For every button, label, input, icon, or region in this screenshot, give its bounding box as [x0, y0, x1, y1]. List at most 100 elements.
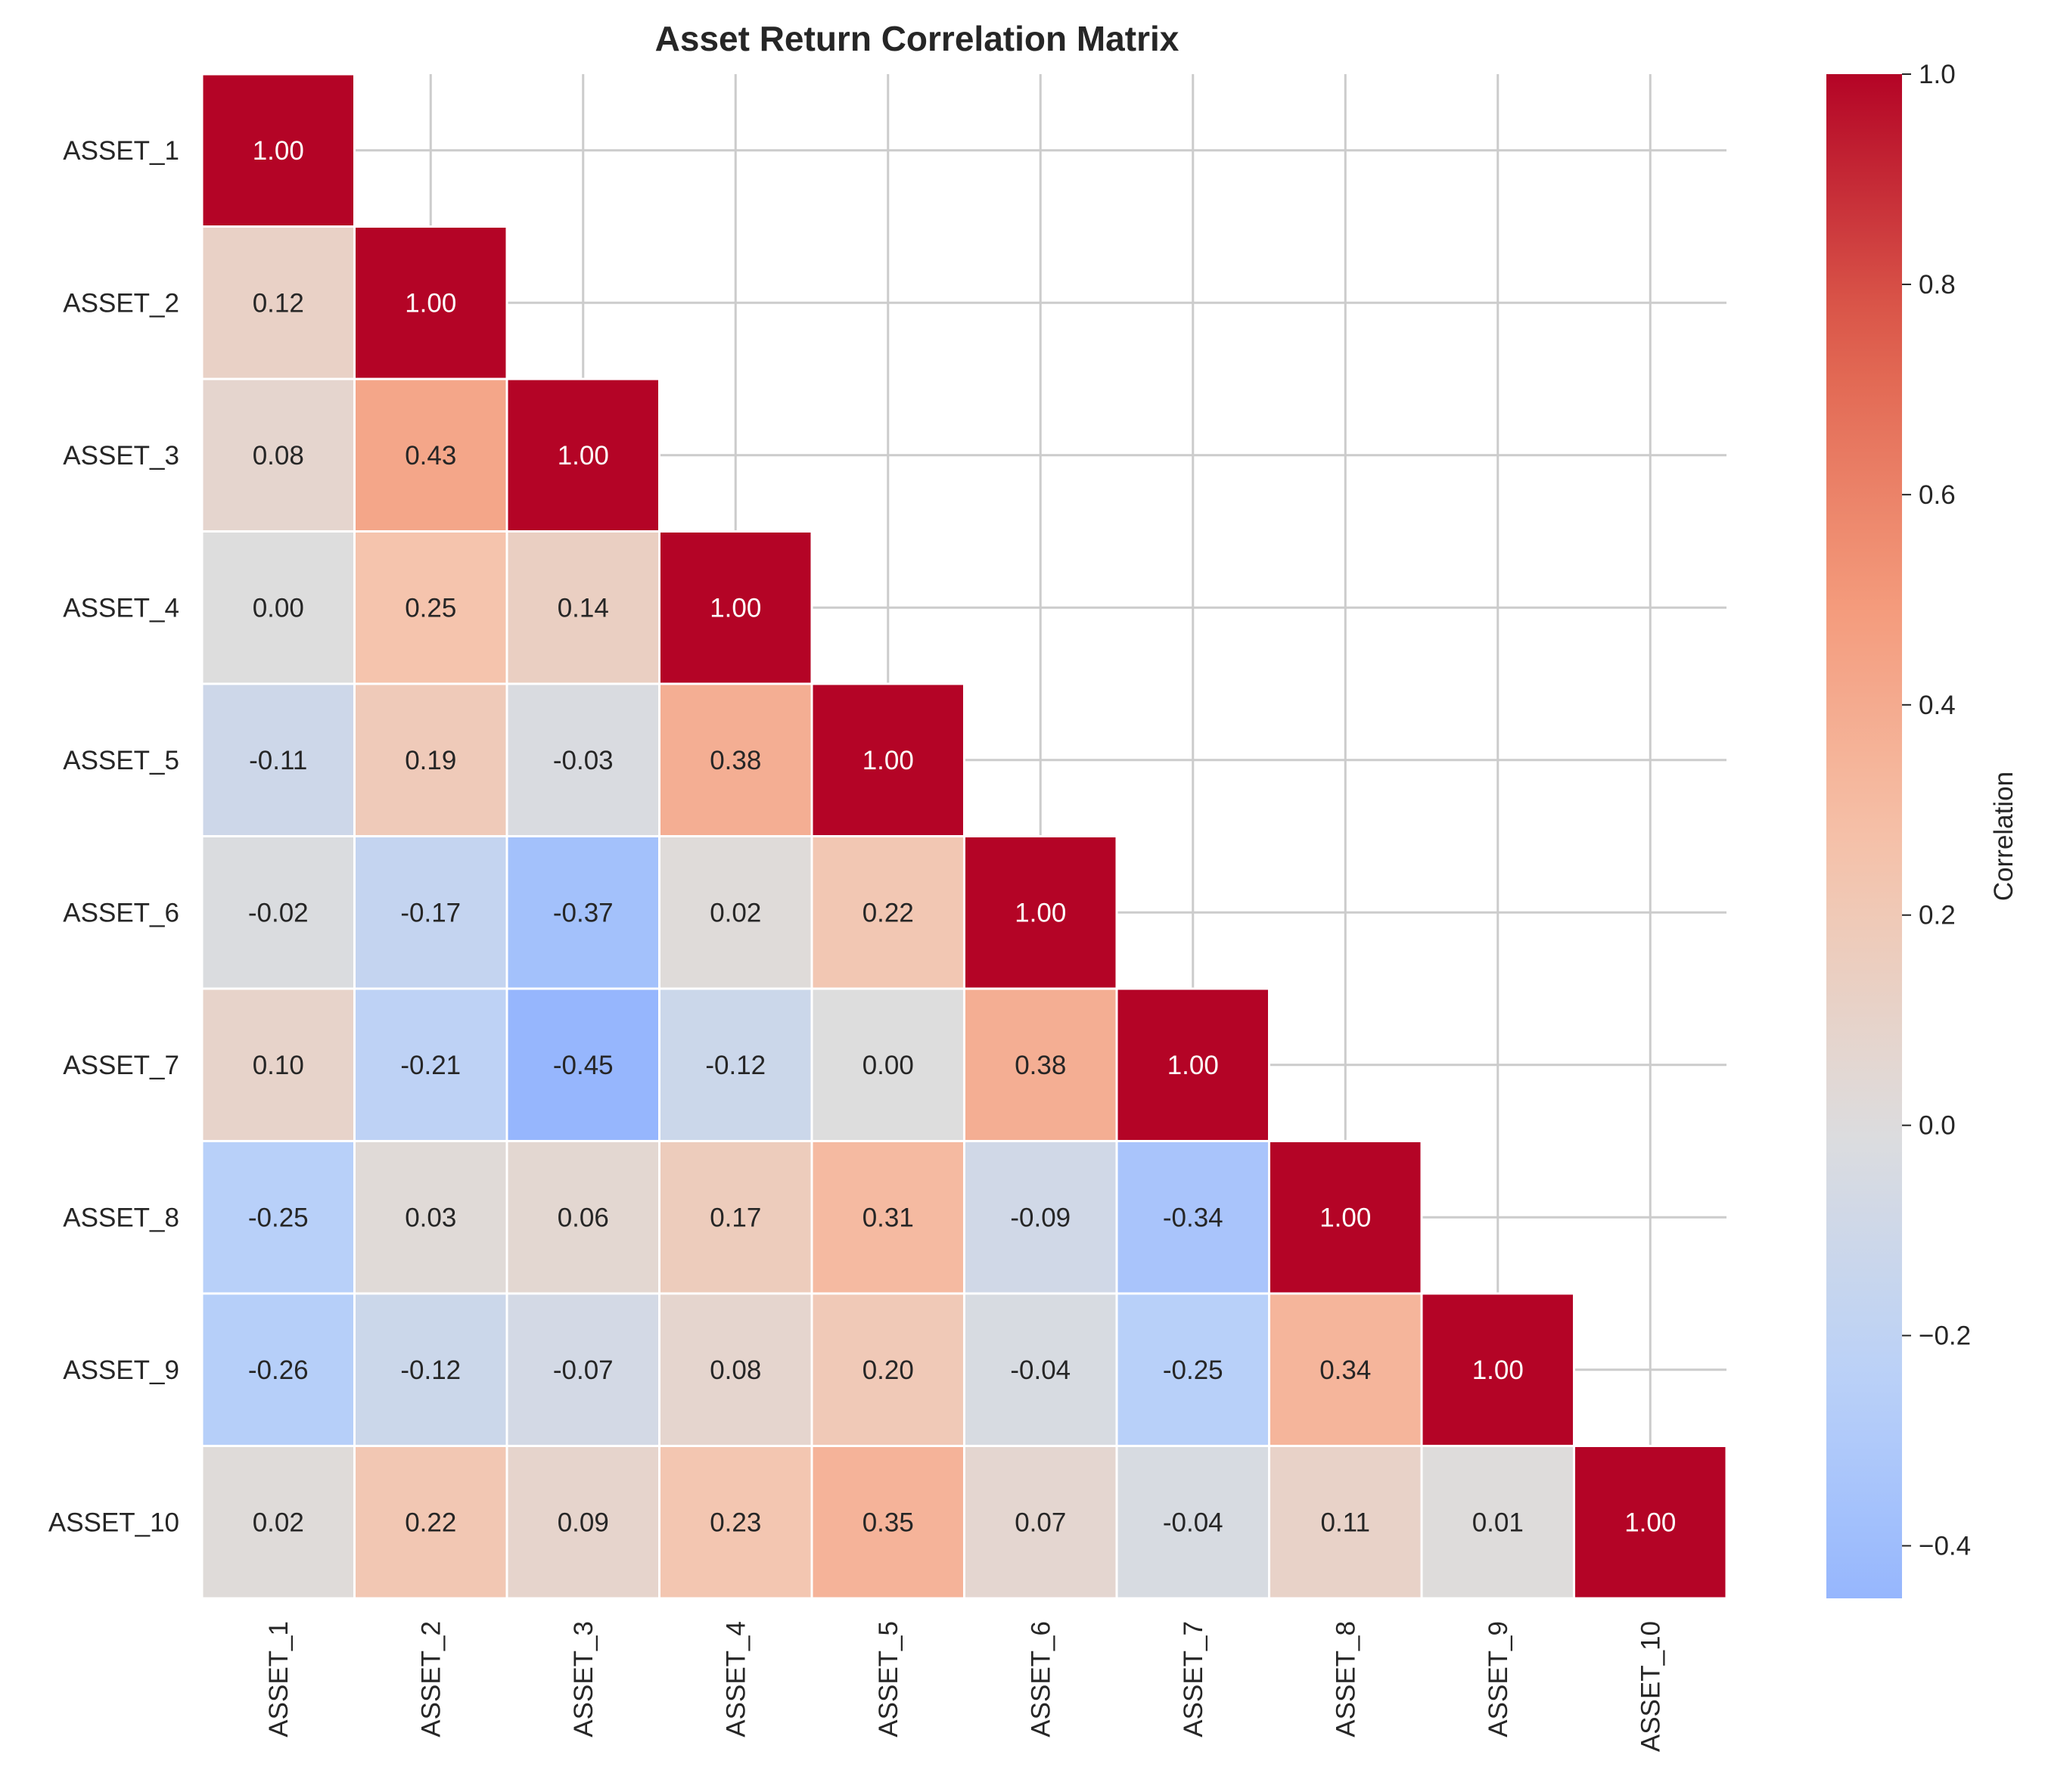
heatmap-cell [353, 1140, 508, 1295]
cell-value: -0.07 [553, 1356, 614, 1385]
x-tick-label: ASSET_5 [874, 1621, 903, 1738]
cell-value: -0.03 [553, 746, 614, 775]
cell-value: 0.02 [253, 1508, 304, 1537]
cell-value: 0.00 [253, 593, 304, 623]
heatmap-cell [1268, 1445, 1423, 1600]
chart-title: Asset Return Correlation Matrix [655, 19, 1179, 58]
cell-value: 0.07 [1015, 1508, 1066, 1537]
colorbar-tick-label: 1.0 [1919, 60, 1956, 89]
colorbar-label: Correlation [1989, 772, 2019, 901]
cell-value: 1.00 [1472, 1356, 1524, 1385]
heatmap-cell [1115, 1445, 1270, 1600]
heatmap-cell [658, 987, 813, 1142]
heatmap-cell [505, 1140, 660, 1295]
heatmap-cell [505, 530, 660, 685]
x-tick-label: ASSET_3 [569, 1621, 598, 1738]
cell-value: 0.09 [558, 1508, 609, 1537]
cell-value: 0.17 [710, 1203, 761, 1232]
y-tick-label: ASSET_3 [63, 441, 179, 471]
y-tick-label: ASSET_8 [63, 1203, 179, 1232]
cell-value: 1.00 [558, 441, 609, 471]
cell-value: -0.12 [705, 1051, 766, 1080]
heatmap-cell [200, 1140, 356, 1295]
heatmap-cell [200, 682, 356, 837]
heatmap-cell [200, 225, 356, 380]
cell-value: -0.34 [1163, 1203, 1223, 1232]
colorbar-gradient [1826, 74, 1902, 1598]
x-tick-label: ASSET_2 [416, 1621, 446, 1738]
cell-value: -0.17 [400, 898, 461, 927]
heatmap-cell [658, 835, 813, 990]
cell-value: -0.21 [400, 1051, 461, 1080]
y-tick-label: ASSET_7 [63, 1051, 179, 1080]
colorbar-tick-label: 0.4 [1919, 691, 1956, 720]
y-tick-label: ASSET_1 [63, 136, 179, 166]
heatmap-cell [658, 682, 813, 837]
x-axis-labels: ASSET_1 ASSET_2 ASSET_3 ASSET_4 ASSET_5 ASSET… [264, 1621, 1666, 1752]
cell-value: 0.38 [710, 746, 761, 775]
heatmap-cell [1115, 1292, 1270, 1447]
heatmap-cell [353, 1445, 508, 1600]
cell-value: 1.00 [1015, 898, 1066, 927]
cell-value: -0.02 [248, 898, 309, 927]
cell-value: 0.14 [558, 593, 609, 623]
x-tick-label: ASSET_9 [1484, 1621, 1513, 1738]
heatmap-cell [658, 1445, 813, 1600]
cell-value: 1.00 [1319, 1203, 1371, 1232]
colorbar-tick-label: −0.4 [1919, 1532, 1971, 1561]
x-tick-label: ASSET_10 [1636, 1621, 1665, 1752]
cell-value: 0.20 [862, 1356, 914, 1385]
cell-value: 0.25 [405, 593, 456, 623]
heatmap-cell [200, 835, 356, 990]
heatmap-cell [505, 682, 660, 837]
y-tick-label: ASSET_10 [48, 1508, 179, 1537]
cell-value: -0.11 [249, 746, 307, 775]
heatmap-cell [353, 835, 508, 990]
cell-value: 0.02 [710, 898, 761, 927]
heatmap-cell [353, 530, 508, 685]
heatmap-cell [1268, 1292, 1423, 1447]
cell-value: 0.10 [253, 1051, 304, 1080]
cell-value: -0.37 [553, 898, 614, 927]
heatmap-cell [810, 682, 965, 837]
cell-value: 1.00 [405, 288, 456, 318]
heatmap-cell [810, 1140, 965, 1295]
cell-value: 0.22 [405, 1508, 456, 1537]
cell-value: 0.31 [862, 1203, 914, 1232]
heatmap-cell [963, 987, 1118, 1142]
colorbar-tick-label: 0.2 [1919, 901, 1956, 930]
colorbar-tick-label: 0.0 [1919, 1111, 1956, 1141]
heatmap-cell [963, 1140, 1118, 1295]
cell-value: 0.08 [253, 441, 304, 471]
y-tick-label: ASSET_6 [63, 898, 179, 927]
cell-value: 0.03 [405, 1203, 456, 1232]
heatmap-cell [963, 1445, 1118, 1600]
heatmap-cell [200, 73, 356, 228]
heatmap-cell [810, 835, 965, 990]
heatmap-cell [505, 1292, 660, 1447]
cell-value: 0.43 [405, 441, 456, 471]
heatmap-cell [963, 1292, 1118, 1447]
cell-values: 1.00 0.12 1.00 0.08 0.43 1.00 0.00 0.25 0.14 1.00… [248, 136, 1676, 1538]
cell-value: 0.23 [710, 1508, 761, 1537]
y-tick-label: ASSET_2 [63, 288, 179, 318]
cell-value: -0.25 [1163, 1356, 1223, 1385]
cell-value: 0.38 [1015, 1051, 1066, 1080]
heatmap-cell [658, 1292, 813, 1447]
cell-value: -0.25 [248, 1203, 309, 1232]
cell-value: 1.00 [253, 136, 304, 166]
y-tick-label: ASSET_4 [63, 593, 179, 623]
colorbar-tick-label: 0.8 [1919, 270, 1956, 300]
cell-value: 0.22 [862, 898, 914, 927]
cell-value: -0.26 [248, 1356, 309, 1385]
heatmap-cell [353, 682, 508, 837]
heatmap-cell [353, 1292, 508, 1447]
cell-value: -0.12 [400, 1356, 461, 1385]
heatmap-cell [353, 225, 508, 380]
cell-value: 0.01 [1472, 1508, 1524, 1537]
heatmap-cell [1573, 1445, 1728, 1600]
x-tick-label: ASSET_1 [264, 1621, 294, 1738]
x-tick-label: ASSET_8 [1331, 1621, 1360, 1738]
cell-value: 1.00 [862, 746, 914, 775]
